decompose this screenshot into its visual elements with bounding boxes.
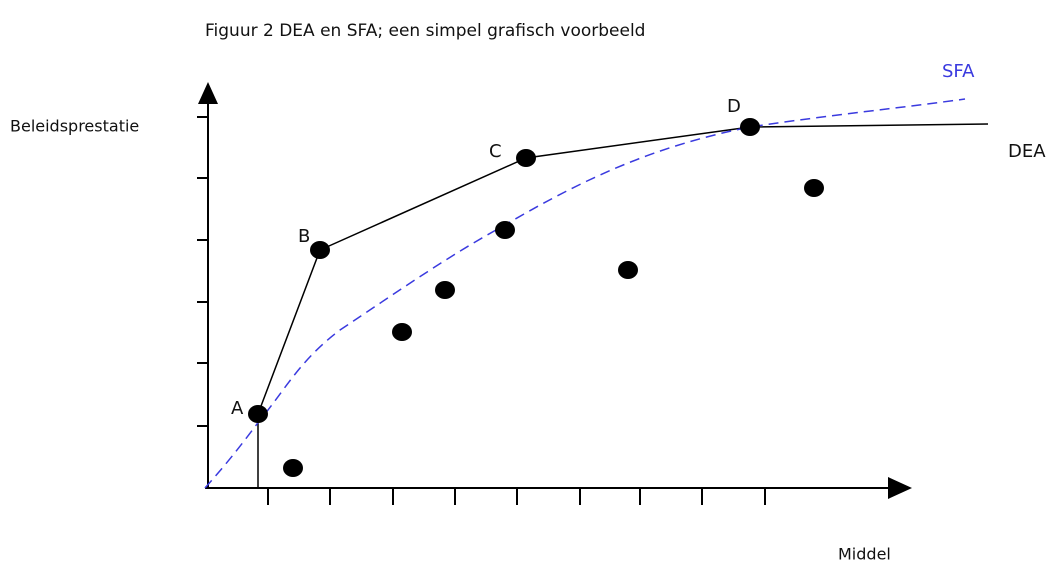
y-arrow bbox=[198, 82, 218, 104]
axes bbox=[197, 100, 895, 505]
point bbox=[248, 405, 268, 423]
point bbox=[310, 241, 330, 259]
sfa-label: SFA bbox=[942, 61, 975, 82]
point bbox=[495, 221, 515, 239]
points bbox=[248, 118, 824, 477]
x-axis-label: Middel bbox=[838, 545, 891, 564]
point bbox=[740, 118, 760, 136]
y-ticks bbox=[197, 116, 208, 427]
title: Figuur 2 DEA en SFA; een simpel grafisch… bbox=[205, 21, 645, 41]
point bbox=[392, 323, 412, 341]
point bbox=[516, 149, 536, 167]
point bbox=[435, 281, 455, 299]
sfa-curve bbox=[204, 98, 966, 489]
point bbox=[618, 261, 638, 279]
x-arrow bbox=[888, 477, 912, 499]
y-axis-label: Beleidsprestatie bbox=[10, 117, 139, 136]
x-ticks bbox=[267, 488, 766, 505]
point-label: B bbox=[298, 226, 310, 247]
point-label: D bbox=[727, 96, 741, 117]
dea-label: DEA bbox=[1008, 141, 1046, 162]
point-label: C bbox=[489, 141, 502, 162]
point-label: A bbox=[231, 398, 244, 419]
point bbox=[804, 179, 824, 197]
point bbox=[283, 459, 303, 477]
